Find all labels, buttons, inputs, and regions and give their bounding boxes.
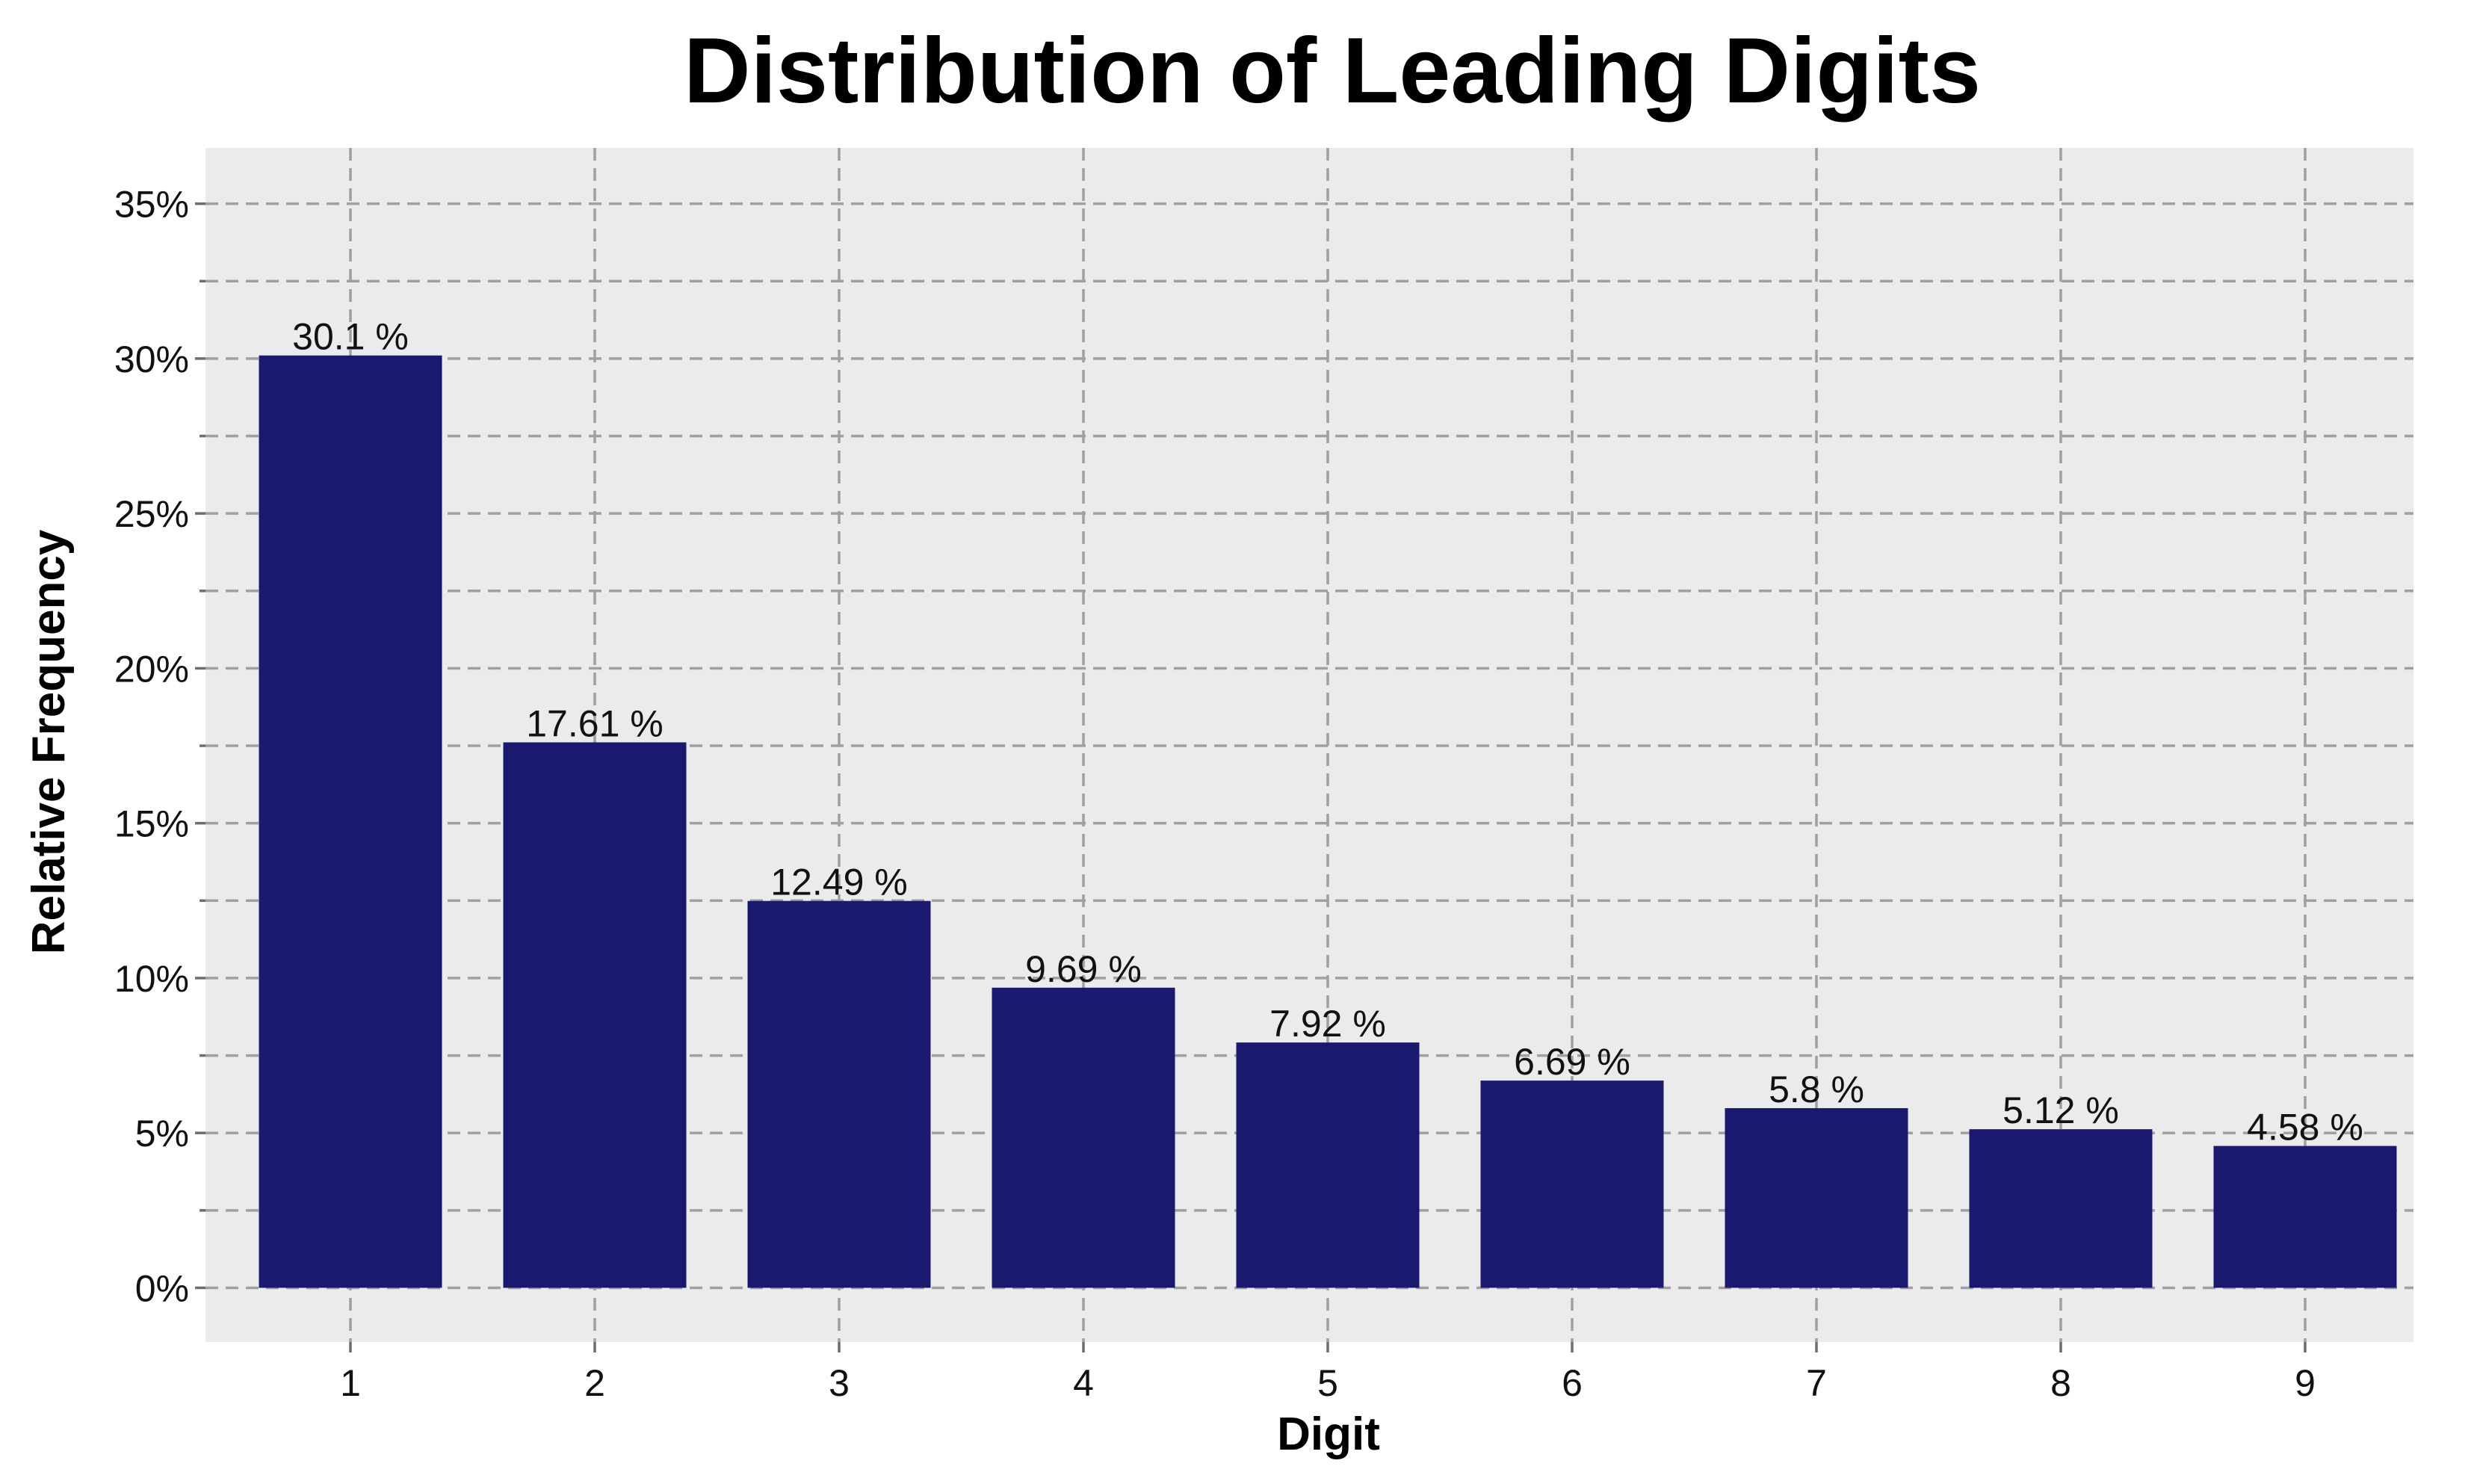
data-label-3: 12.49 %	[770, 862, 907, 903]
data-label-6: 6.69 %	[1514, 1041, 1630, 1083]
y-tick-label: 0%	[135, 1267, 189, 1309]
data-label-8: 5.12 %	[2002, 1089, 2119, 1131]
y-tick-label: 5%	[135, 1113, 189, 1154]
data-label-7: 5.8 %	[1769, 1069, 1864, 1110]
y-tick-label: 35%	[114, 184, 189, 226]
bar-6	[1480, 1080, 1664, 1288]
bar-2	[503, 742, 687, 1288]
x-tick-label: 2	[584, 1362, 605, 1404]
bar-3	[747, 900, 931, 1288]
y-tick-label: 10%	[114, 958, 189, 1000]
bar-5	[1236, 1042, 1420, 1288]
chart-title: Distribution of Leading Digits	[684, 19, 1981, 123]
bars	[259, 355, 2397, 1288]
x-tick-label: 7	[1806, 1362, 1827, 1404]
bar-9	[2213, 1146, 2397, 1288]
y-tick-label: 25%	[114, 493, 189, 535]
data-label-2: 17.61 %	[526, 702, 663, 744]
data-label-4: 9.69 %	[1025, 948, 1142, 990]
data-label-1: 30.1 %	[292, 316, 409, 358]
x-tick-label: 9	[2295, 1362, 2316, 1404]
y-tick-label: 30%	[114, 338, 189, 380]
data-label-9: 4.58 %	[2247, 1107, 2363, 1148]
x-tick-label: 1	[340, 1362, 361, 1404]
data-labels: 30.1 % 17.61 % 12.49 % 9.69 % 7.92 % 6.69 % 5.…	[292, 316, 2363, 1148]
x-tick-label: 8	[2050, 1362, 2071, 1404]
bar-8	[1969, 1129, 2153, 1288]
bar-1	[259, 355, 442, 1288]
y-tick-label: 20%	[114, 648, 189, 690]
y-axis: 0% 5% 10% 15% 20% 25% 30% 35%	[114, 184, 205, 1309]
x-tick-label: 4	[1073, 1362, 1094, 1404]
x-axis-label: Digit	[1277, 1409, 1380, 1460]
x-axis: 1 2 3 4 5 6 7 8 9	[340, 1342, 2316, 1404]
x-tick-label: 5	[1317, 1362, 1338, 1404]
y-tick-label: 15%	[114, 803, 189, 845]
y-axis-label: Relative Frequency	[23, 529, 75, 954]
x-tick-label: 6	[1562, 1362, 1583, 1404]
bar-7	[1725, 1108, 1908, 1288]
data-label-5: 7.92 %	[1269, 1003, 1386, 1045]
x-tick-label: 3	[829, 1362, 850, 1404]
bar-4	[992, 987, 1175, 1288]
